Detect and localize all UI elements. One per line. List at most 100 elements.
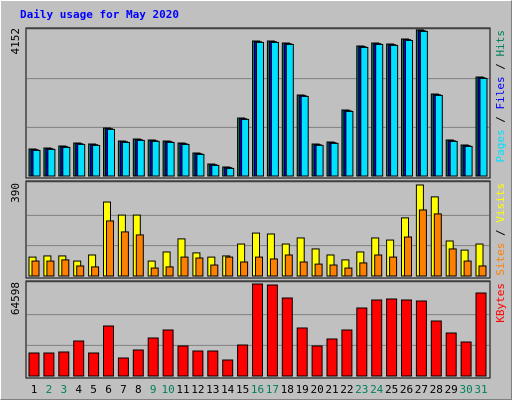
bar [449, 140, 458, 177]
bar [386, 298, 398, 377]
bar [418, 209, 427, 277]
x-tick-label: 6 [105, 383, 112, 396]
bar [77, 143, 86, 177]
bar [419, 30, 428, 177]
bar [225, 256, 234, 277]
bar [237, 344, 249, 377]
bar [120, 231, 129, 277]
bar [330, 142, 339, 177]
bar [401, 299, 412, 377]
bar [434, 94, 443, 177]
bar [177, 345, 189, 377]
bar [430, 320, 442, 377]
bar [375, 43, 384, 177]
bar [32, 149, 41, 177]
x-tick-label: 11 [176, 383, 189, 396]
x-tick-label: 12 [191, 383, 204, 396]
bar [281, 297, 293, 377]
legend: KBytes [494, 283, 507, 323]
bar [62, 146, 71, 177]
x-tick-label: 21 [325, 383, 338, 396]
legend: Sites / Visits [494, 183, 507, 276]
y-tick-label: 64598 [9, 282, 22, 315]
bar [296, 327, 308, 377]
x-tick-label: 9 [150, 383, 157, 396]
x-tick-label: 24 [370, 383, 384, 396]
bar [269, 258, 278, 277]
bar [314, 263, 323, 277]
x-tick-label: 14 [221, 383, 235, 396]
bar [326, 338, 338, 377]
bar [445, 332, 457, 377]
bar [210, 264, 219, 277]
x-tick-label: 25 [385, 383, 398, 396]
bar [88, 352, 100, 377]
bar [135, 234, 144, 277]
bar [285, 43, 294, 177]
bar [329, 264, 338, 277]
bar [107, 128, 115, 177]
x-tick-label: 29 [445, 383, 458, 396]
x-tick-label: 28 [430, 383, 443, 396]
bar [147, 337, 159, 377]
bar [371, 299, 383, 377]
x-tick-label: 3 [60, 383, 67, 396]
bar [103, 325, 114, 377]
bar [463, 260, 472, 277]
bar [58, 351, 70, 377]
bar [415, 300, 427, 377]
x-tick-label: 30 [459, 383, 472, 396]
bar [121, 141, 130, 177]
bar [196, 153, 205, 177]
legend-separator: / [494, 223, 507, 243]
bar [150, 267, 159, 277]
bar [433, 213, 442, 277]
bar [226, 167, 235, 177]
bar [478, 265, 487, 277]
legend-entry: Hits [494, 30, 507, 57]
bar [31, 260, 40, 277]
bar [117, 357, 129, 377]
bar [43, 352, 55, 377]
bar [359, 262, 368, 277]
bar [211, 164, 220, 177]
x-tick-label: 16 [251, 383, 264, 396]
bar [180, 256, 189, 277]
x-tick-label: 31 [474, 383, 487, 396]
bar [390, 44, 399, 177]
x-tick-label: 1 [31, 383, 38, 396]
x-tick-label: 22 [340, 383, 353, 396]
bar [255, 256, 263, 277]
legend-entry: Files [494, 76, 507, 109]
bar [344, 267, 353, 277]
bar [61, 259, 70, 277]
bar [151, 140, 160, 177]
x-tick-label: 13 [206, 383, 219, 396]
legend: Pages / Files / Hits [494, 30, 507, 163]
bar [73, 340, 85, 377]
y-tick-label: 390 [9, 183, 22, 203]
bar [374, 254, 383, 277]
x-tick-label: 27 [415, 383, 428, 396]
bar [136, 139, 145, 177]
bar [91, 266, 100, 277]
bar [76, 265, 85, 277]
bar [460, 341, 472, 377]
bar [132, 349, 144, 377]
bar [28, 352, 40, 377]
y-tick-label: 4152 [9, 28, 22, 55]
bar [240, 261, 249, 277]
bar [256, 41, 264, 177]
bar [241, 118, 250, 177]
bar [479, 77, 488, 177]
bar [475, 292, 487, 377]
legend-entry: Visits [494, 183, 507, 223]
bar [166, 141, 175, 177]
bar [315, 144, 324, 177]
legend-entry: Sites [494, 243, 507, 276]
bar [106, 220, 114, 277]
x-tick-label: 4 [75, 383, 82, 396]
bar [464, 145, 473, 177]
bar [360, 46, 369, 177]
